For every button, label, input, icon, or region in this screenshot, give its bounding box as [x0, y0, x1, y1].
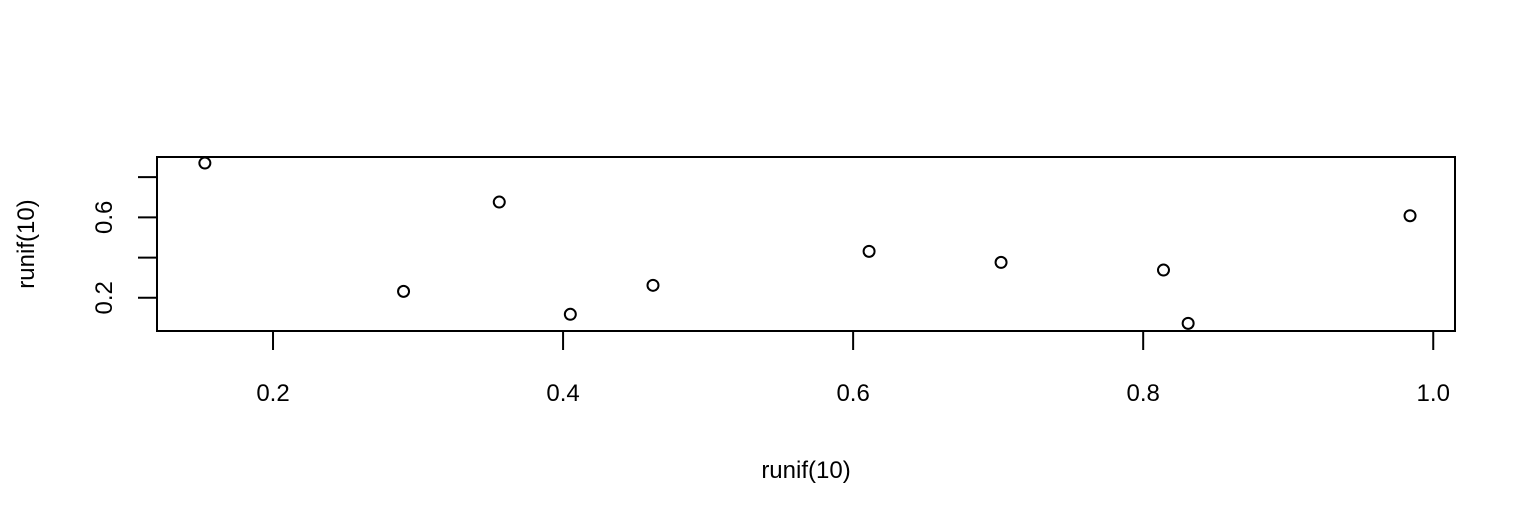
data-point	[862, 244, 876, 258]
data-points	[198, 156, 1417, 330]
y-tick-label: 0.6	[91, 201, 118, 234]
y-axis-label: runif(10)	[13, 199, 40, 288]
x-tick-label: 0.8	[1127, 380, 1160, 407]
data-point	[994, 255, 1008, 269]
x-tick-label: 0.6	[836, 380, 869, 407]
y-tick-label: 0.2	[91, 281, 118, 314]
data-point	[646, 278, 660, 292]
x-tick-label: 0.4	[546, 380, 579, 407]
x-axis: 0.2 0.4 0.6 0.8 1.0	[256, 330, 1450, 407]
data-point	[198, 156, 212, 170]
data-point	[563, 307, 577, 321]
x-axis-label: runif(10)	[761, 457, 850, 484]
data-point	[1403, 209, 1417, 223]
data-point	[1181, 316, 1195, 330]
x-tick-label: 0.2	[256, 380, 289, 407]
data-point	[1156, 263, 1170, 277]
plot-frame	[156, 156, 1456, 332]
data-point	[397, 284, 411, 298]
x-tick-label: 1.0	[1417, 380, 1450, 407]
data-point	[492, 195, 506, 209]
y-axis: 0.2 0.6	[91, 176, 158, 314]
